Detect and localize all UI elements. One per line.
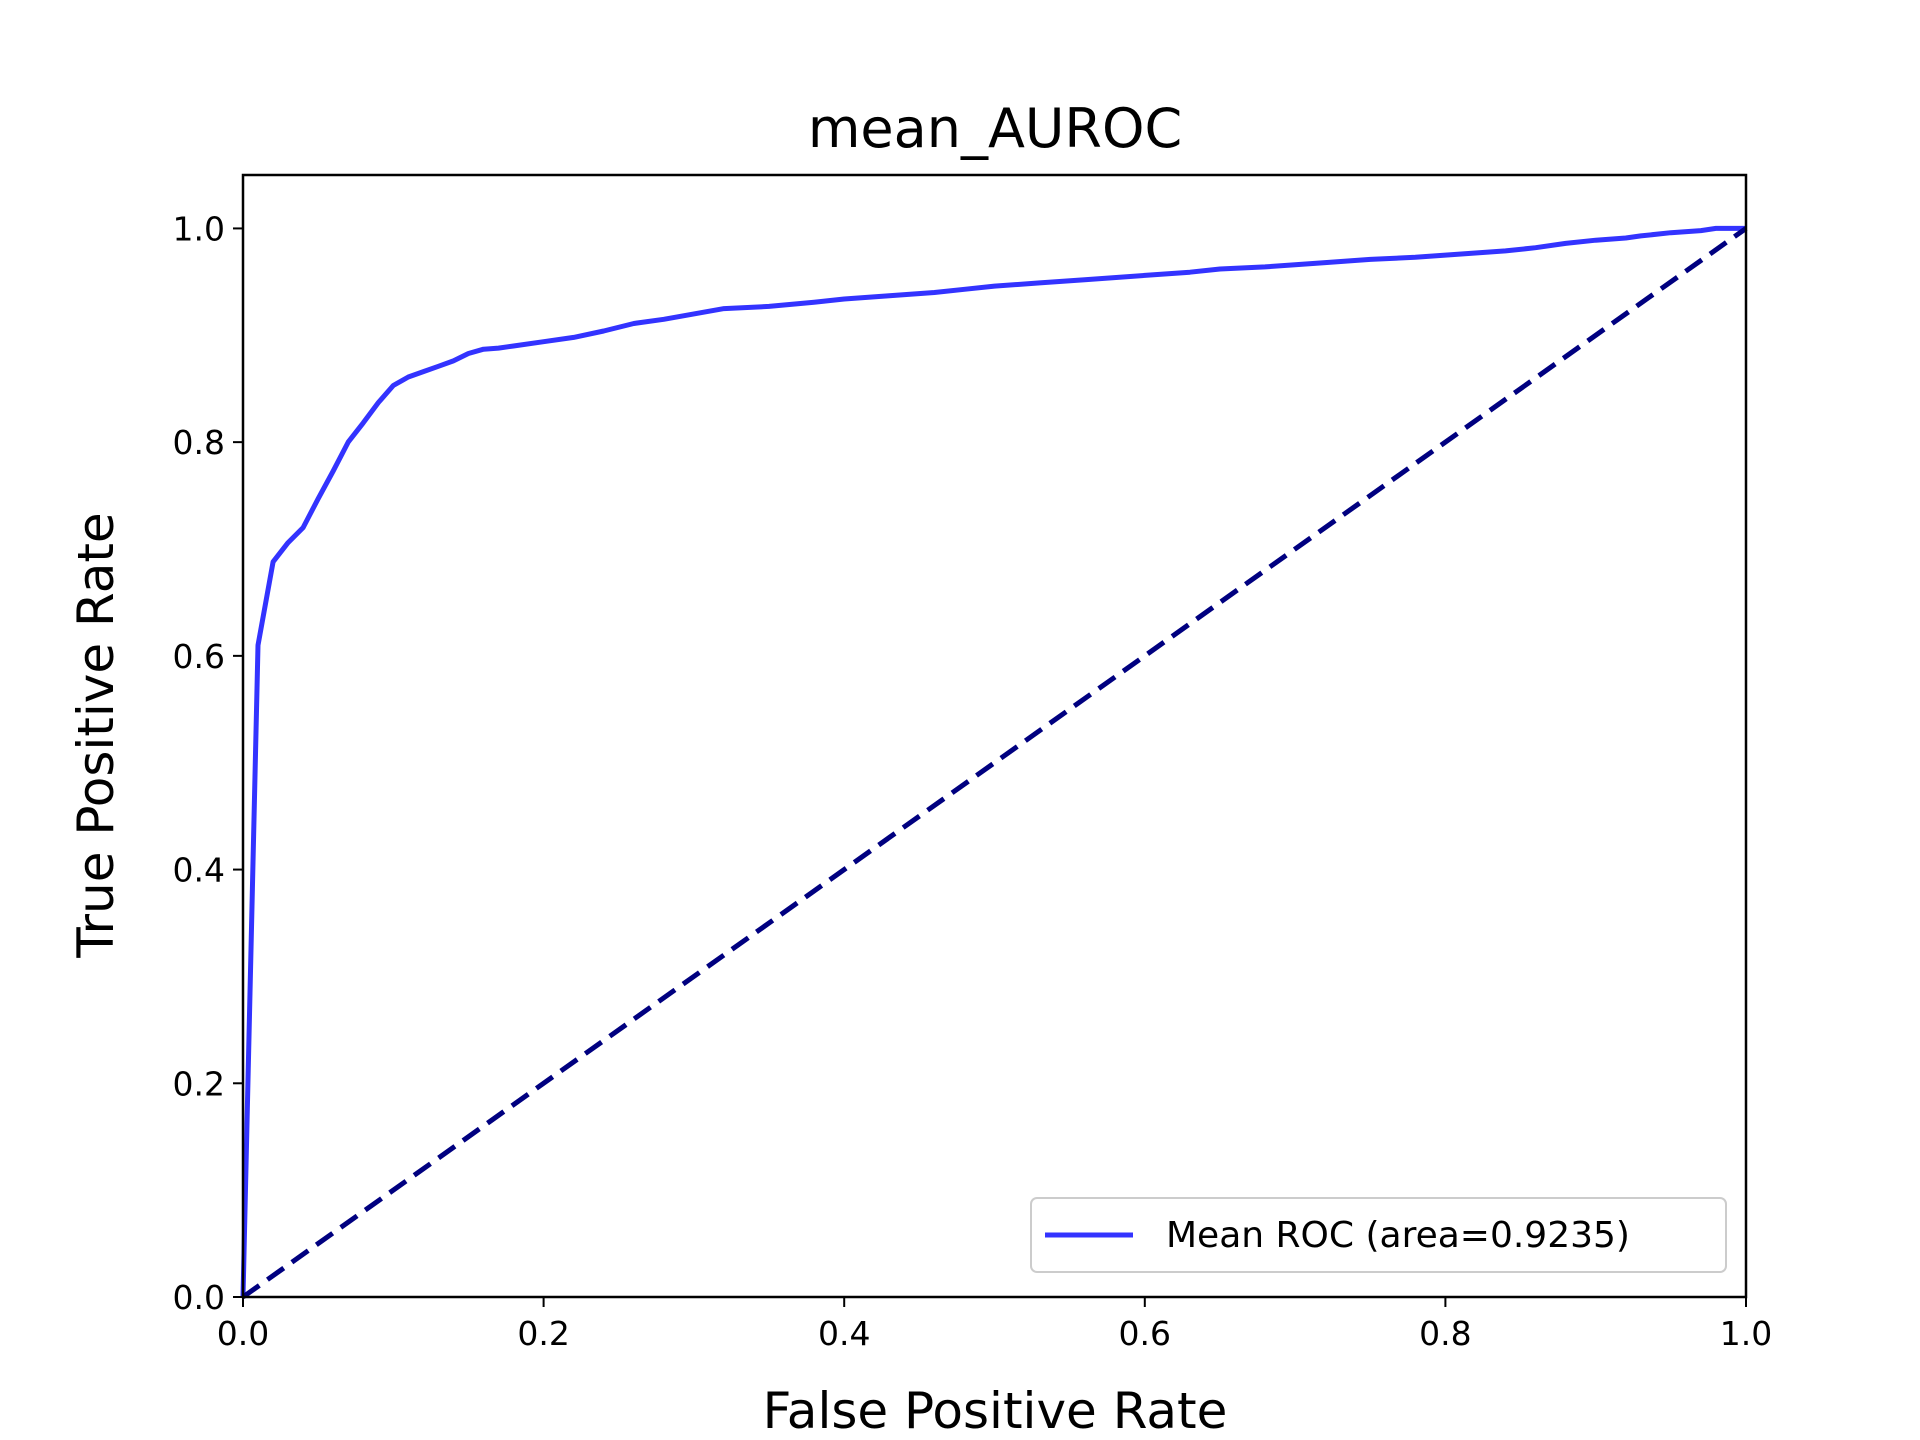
x-tick-label: 0.6 xyxy=(1119,1314,1171,1353)
chart-title: mean_AUROC xyxy=(808,97,1182,160)
y-tick-label: 0.0 xyxy=(173,1278,225,1317)
y-tick-label: 0.2 xyxy=(173,1064,225,1103)
x-tick-label: 0.8 xyxy=(1419,1314,1471,1353)
plot-area xyxy=(240,225,1748,1300)
legend-box xyxy=(1030,1197,1727,1273)
mean-roc-curve xyxy=(240,225,1746,1298)
y-tick-label: 0.8 xyxy=(173,423,225,462)
axis-ticks: 0.0 0.2 0.4 0.6 0.8 1.0 0.0 0.2 0.4 0.6 0.8 1.0 xyxy=(173,209,1773,1353)
x-tick-label: 0.0 xyxy=(217,1314,269,1353)
y-axis-title: True Positive Rate xyxy=(67,512,125,958)
legend-label-mean-roc: Mean ROC (area=0.9235) xyxy=(1166,1215,1630,1256)
x-tick-label: 0.4 xyxy=(818,1314,870,1353)
x-tick-label: 0.2 xyxy=(517,1314,569,1353)
legend: Mean ROC (area=0.9235) xyxy=(1030,1197,1727,1273)
y-tick-label: 0.6 xyxy=(173,637,225,676)
chance-diagonal-line xyxy=(241,226,1748,1300)
x-tick-label: 1.0 xyxy=(1720,1314,1772,1353)
y-tick-label: 0.4 xyxy=(173,851,225,890)
y-tick-label: 1.0 xyxy=(173,209,225,248)
x-axis-title: False Positive Rate xyxy=(763,1382,1228,1440)
plot-frame xyxy=(241,173,1748,1299)
